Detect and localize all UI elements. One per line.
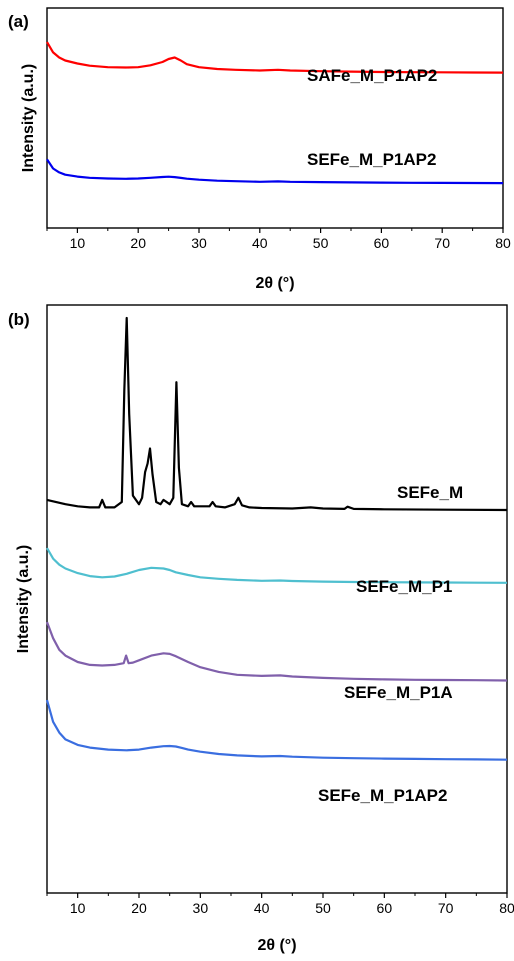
series-line-safe-m-p1ap2 (46, 41, 504, 74)
x-tick-label: 40 (254, 900, 270, 916)
series-line-sefe-m-p1ap2 (46, 158, 504, 185)
series-line-sefe-m-p1 (46, 547, 508, 584)
x-tick-label: 80 (499, 900, 514, 916)
series-label-sefe-m-p1a: SEFe_M_P1A (344, 683, 453, 702)
x-tick-label: 80 (495, 235, 511, 251)
x-tick-label: 40 (252, 235, 268, 251)
x-tick-label: 60 (374, 235, 390, 251)
x-tick-label: 10 (70, 235, 86, 251)
series-label-sefe-m-p1: SEFe_M_P1 (356, 577, 452, 596)
series-label-sefe-m: SEFe_M (397, 483, 463, 502)
x-tick-label: 50 (315, 900, 331, 916)
x-tick-label: 30 (193, 900, 209, 916)
x-tick-label: 50 (313, 235, 329, 251)
x-tick-label: 70 (438, 900, 454, 916)
panel-label: (b) (8, 310, 30, 329)
y-axis-title: Intensity (a.u.) (20, 64, 37, 172)
series-line-sefe-m-p1ap2 (45, 699, 508, 761)
x-tick-label: 70 (434, 235, 450, 251)
series-label-sefe-m-p1ap2: SEFe_M_P1AP2 (318, 786, 447, 805)
series-line-sefe-m-p1a (45, 621, 508, 682)
series-label-safe-m-p1ap2: SAFe_M_P1AP2 (307, 66, 437, 85)
x-tick-label: 10 (70, 900, 86, 916)
x-tick-label: 60 (377, 900, 393, 916)
x-tick-label: 20 (131, 900, 147, 916)
plot-frame (46, 304, 508, 894)
panel-label: (a) (8, 12, 29, 31)
chart-panel-b: 10 20 30 40 50 60 70 80 2θ (°) Intensity (a.u.) (b… (8, 304, 514, 954)
x-axis-title: 2θ (°) (257, 937, 296, 954)
series-label-sefe-m-p1ap2: SEFe_M_P1AP2 (307, 150, 436, 169)
plot-frame (46, 7, 504, 229)
chart-panel-a: 10 20 30 40 50 60 70 80 2θ (°) Intensity (a.u.) (a… (8, 7, 511, 292)
x-tick-label: 20 (130, 235, 146, 251)
series-line-sefe-m (46, 316, 508, 512)
x-axis-title: 2θ (°) (255, 275, 294, 292)
x-tick-label: 30 (191, 235, 207, 251)
y-axis-title: Intensity (a.u.) (15, 545, 32, 653)
